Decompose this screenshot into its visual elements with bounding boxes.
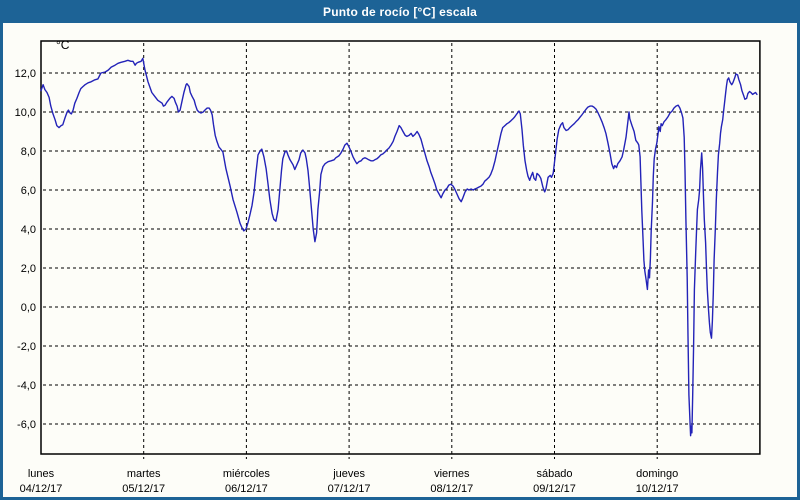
x-day-label: sábado — [536, 468, 572, 480]
y-axis-unit-label: °C — [56, 38, 70, 52]
dewpoint-series-line — [40, 57, 758, 437]
y-tick-label: 8,0 — [21, 146, 36, 158]
y-tick-label: 0,0 — [21, 302, 36, 314]
grid-lines — [43, 43, 759, 459]
x-day-label: martes — [127, 468, 161, 480]
y-tick-label: 6,0 — [21, 185, 36, 197]
y-tick-label: -2,0 — [17, 341, 36, 353]
y-tick-label: 4,0 — [21, 224, 36, 236]
plot-border — [40, 40, 761, 455]
x-date-label: 06/12/17 — [225, 483, 268, 495]
y-axis-tick-labels: 12,0 10,0 8,0 6,0 4,0 2,0 0,0 -2,0 -4,0 -6,0 — [15, 68, 36, 431]
x-day-label: miércoles — [223, 468, 271, 480]
y-tick-label: -4,0 — [17, 380, 36, 392]
x-date-label: 07/12/17 — [328, 483, 371, 495]
window-title-bar: Punto de rocío [°C] escala — [3, 0, 797, 23]
x-axis-labels: lunes 04/12/17 martes 05/12/17 miércoles 06/1… — [20, 468, 679, 495]
y-tick-label: -6,0 — [17, 419, 36, 431]
x-date-label: 04/12/17 — [20, 483, 63, 495]
x-date-label: 09/12/17 — [533, 483, 576, 495]
y-tick-label: 12,0 — [15, 68, 36, 80]
x-day-label: viernes — [434, 468, 470, 480]
x-date-label: 08/12/17 — [430, 483, 473, 495]
x-date-label: 10/12/17 — [636, 483, 679, 495]
x-day-label: lunes — [28, 468, 55, 480]
x-day-label: jueves — [332, 468, 365, 480]
x-day-label: domingo — [636, 468, 678, 480]
window-title: Punto de rocío [°C] escala — [322, 4, 478, 19]
x-date-label: 05/12/17 — [122, 483, 165, 495]
y-tick-label: 10,0 — [15, 107, 36, 119]
y-tick-label: 2,0 — [21, 263, 36, 275]
